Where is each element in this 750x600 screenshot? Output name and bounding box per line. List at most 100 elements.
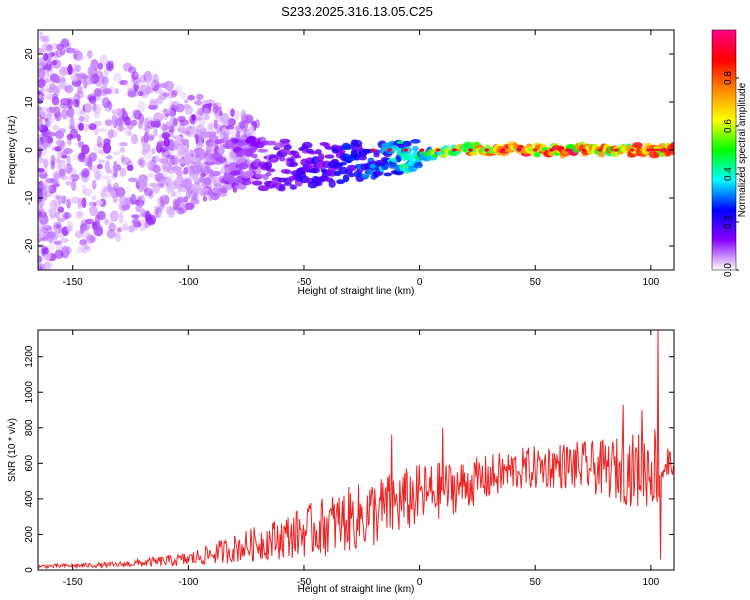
spectrogram-ridge-cell [348, 172, 356, 178]
spectrogram-noise-cell [54, 146, 62, 152]
spectrogram-ridge-cell [217, 147, 225, 155]
spectrogram-noise-cell [194, 116, 202, 121]
spectrogram-ridge-cell [311, 167, 321, 174]
spectrogram-noise-cell [67, 167, 78, 176]
spectrogram-peak-cell [387, 148, 393, 152]
spectrogram-noise-cell [54, 249, 64, 260]
spectrogram-noise-cell [57, 163, 63, 172]
spectrogram-noise-cell [131, 109, 140, 119]
spectrogram-noise-cell [148, 191, 154, 200]
spectrogram-noise-cell [86, 50, 93, 59]
spectrogram-ridge-cell [669, 142, 674, 150]
spectrogram-noise-cell [179, 119, 190, 126]
spectrogram-noise-cell [64, 176, 73, 181]
spectrogram-noise-cell [73, 53, 79, 59]
spectrogram-noise-cell [97, 62, 104, 70]
spectrogram-noise-cell [66, 221, 74, 233]
spectrogram-noise-cell [137, 84, 147, 97]
spectrogram-noise-cell [225, 125, 235, 130]
x-tick-label: 50 [530, 277, 542, 288]
spectrogram-noise-cell [196, 107, 205, 117]
spectrogram-noise-cell [46, 244, 56, 251]
spectrogram-noise-cell [183, 195, 188, 203]
spectrogram-ridge-cell [328, 179, 336, 188]
spectrogram-noise-cell [38, 201, 45, 208]
spectrogram-noise-cell [64, 84, 74, 94]
spectrogram-noise-cell [173, 89, 179, 96]
spectrogram-peak-cell [419, 148, 425, 152]
colorbar-tick-label: 0.0 [723, 263, 734, 277]
spectrogram-noise-cell [130, 119, 138, 126]
spectrogram-noise-cell [114, 88, 120, 95]
spectrogram-ridge-cell [336, 179, 345, 185]
spectrogram-noise-cell [139, 208, 146, 218]
spectrogram-noise-cell [84, 102, 93, 114]
spectrogram-noise-cell [197, 142, 205, 150]
spectrogram-noise-cell [230, 108, 235, 118]
spectrogram-noise-cell [128, 225, 135, 233]
spectrogram-noise-cell [59, 159, 66, 165]
spectrogram-ridge-cell [534, 151, 541, 158]
spectrogram-noise-cell [129, 176, 134, 183]
colorbar-tick-label: 0.6 [723, 119, 734, 133]
y-tick-label: 10 [24, 96, 35, 108]
spectrogram-ridge-cell [176, 127, 188, 132]
spectrogram-noise-cell [159, 157, 169, 164]
spectrogram-noise-cell [131, 71, 139, 80]
spectrogram-noise-cell [70, 75, 79, 82]
spectrogram-noise-cell [168, 109, 175, 117]
snr-x-label: Height of straight line (km) [298, 584, 415, 595]
colorbar-tick-label: 0.2 [723, 215, 734, 229]
spectrogram-y-label: Frequency (Hz) [7, 116, 18, 185]
spectrogram-ridge-cell [180, 138, 190, 143]
spectrogram-noise-cell [123, 220, 128, 231]
spectrogram-noise-cell [88, 201, 95, 207]
spectrogram-noise-cell [156, 140, 165, 148]
x-tick-label: -100 [178, 577, 198, 588]
snr-series-line [38, 330, 674, 570]
spectrogram-noise-cell [38, 124, 49, 133]
spectrogram-noise-cell [116, 126, 125, 132]
spectrogram-noise-cell [67, 137, 72, 146]
spectrogram-ridge-cell [247, 137, 256, 144]
spectrogram-noise-cell [164, 80, 175, 91]
spectrogram-noise-cell [66, 154, 71, 166]
spectrogram-noise-cell [103, 184, 114, 193]
spectrogram-ridge-cell [265, 140, 277, 146]
spectrogram-ridge-cell [247, 148, 257, 154]
spectrogram-noise-cell [66, 106, 75, 118]
spectrogram-noise-cell [184, 105, 193, 116]
spectrogram-ridge-cell [358, 154, 367, 161]
spectrogram-noise-cell [49, 177, 59, 184]
spectrogram-noise-cell [48, 184, 57, 194]
spectrogram-noise-cell [49, 206, 57, 215]
spectrogram-noise-cell [59, 238, 69, 243]
spectrogram-noise-cell [79, 239, 87, 246]
spectrogram-noise-cell [143, 132, 149, 144]
spectrogram-noise-cell [54, 227, 60, 234]
spectrogram-noise-cell [106, 229, 117, 239]
y-tick-label: 20 [24, 48, 35, 60]
spectrogram-noise-cell [101, 76, 109, 86]
spectrogram-y-ticks: -20 -10 0 10 20 [24, 48, 674, 253]
spectrogram-noise-cell [57, 206, 65, 213]
spectrogram-noise-cell [218, 134, 224, 140]
spectrogram-noise-cell [133, 109, 142, 120]
y-tick-label: 200 [24, 526, 35, 543]
spectrogram-noise-cell [112, 169, 118, 178]
spectrogram-noise-cell [194, 111, 203, 120]
spectrogram-ridge-cell [383, 172, 392, 177]
spectrogram-noise-cell [77, 197, 82, 210]
spectrogram-noise-cell [84, 75, 94, 86]
spectrogram-ridge-cell [228, 162, 237, 172]
spectrogram-noise-cell [162, 92, 170, 97]
y-tick-label: 1200 [24, 345, 35, 368]
spectrogram-noise-cell [138, 177, 148, 189]
spectrogram-noise-cell [80, 170, 86, 178]
spectrogram-noise-cell [53, 240, 62, 245]
spectrogram-noise-cell [69, 128, 79, 139]
spectrogram-noise-cell [173, 200, 180, 211]
spectrogram-noise-cell [102, 142, 112, 154]
spectrogram-ridge-cell [287, 158, 294, 162]
spectrogram-noise-cell [53, 173, 61, 179]
